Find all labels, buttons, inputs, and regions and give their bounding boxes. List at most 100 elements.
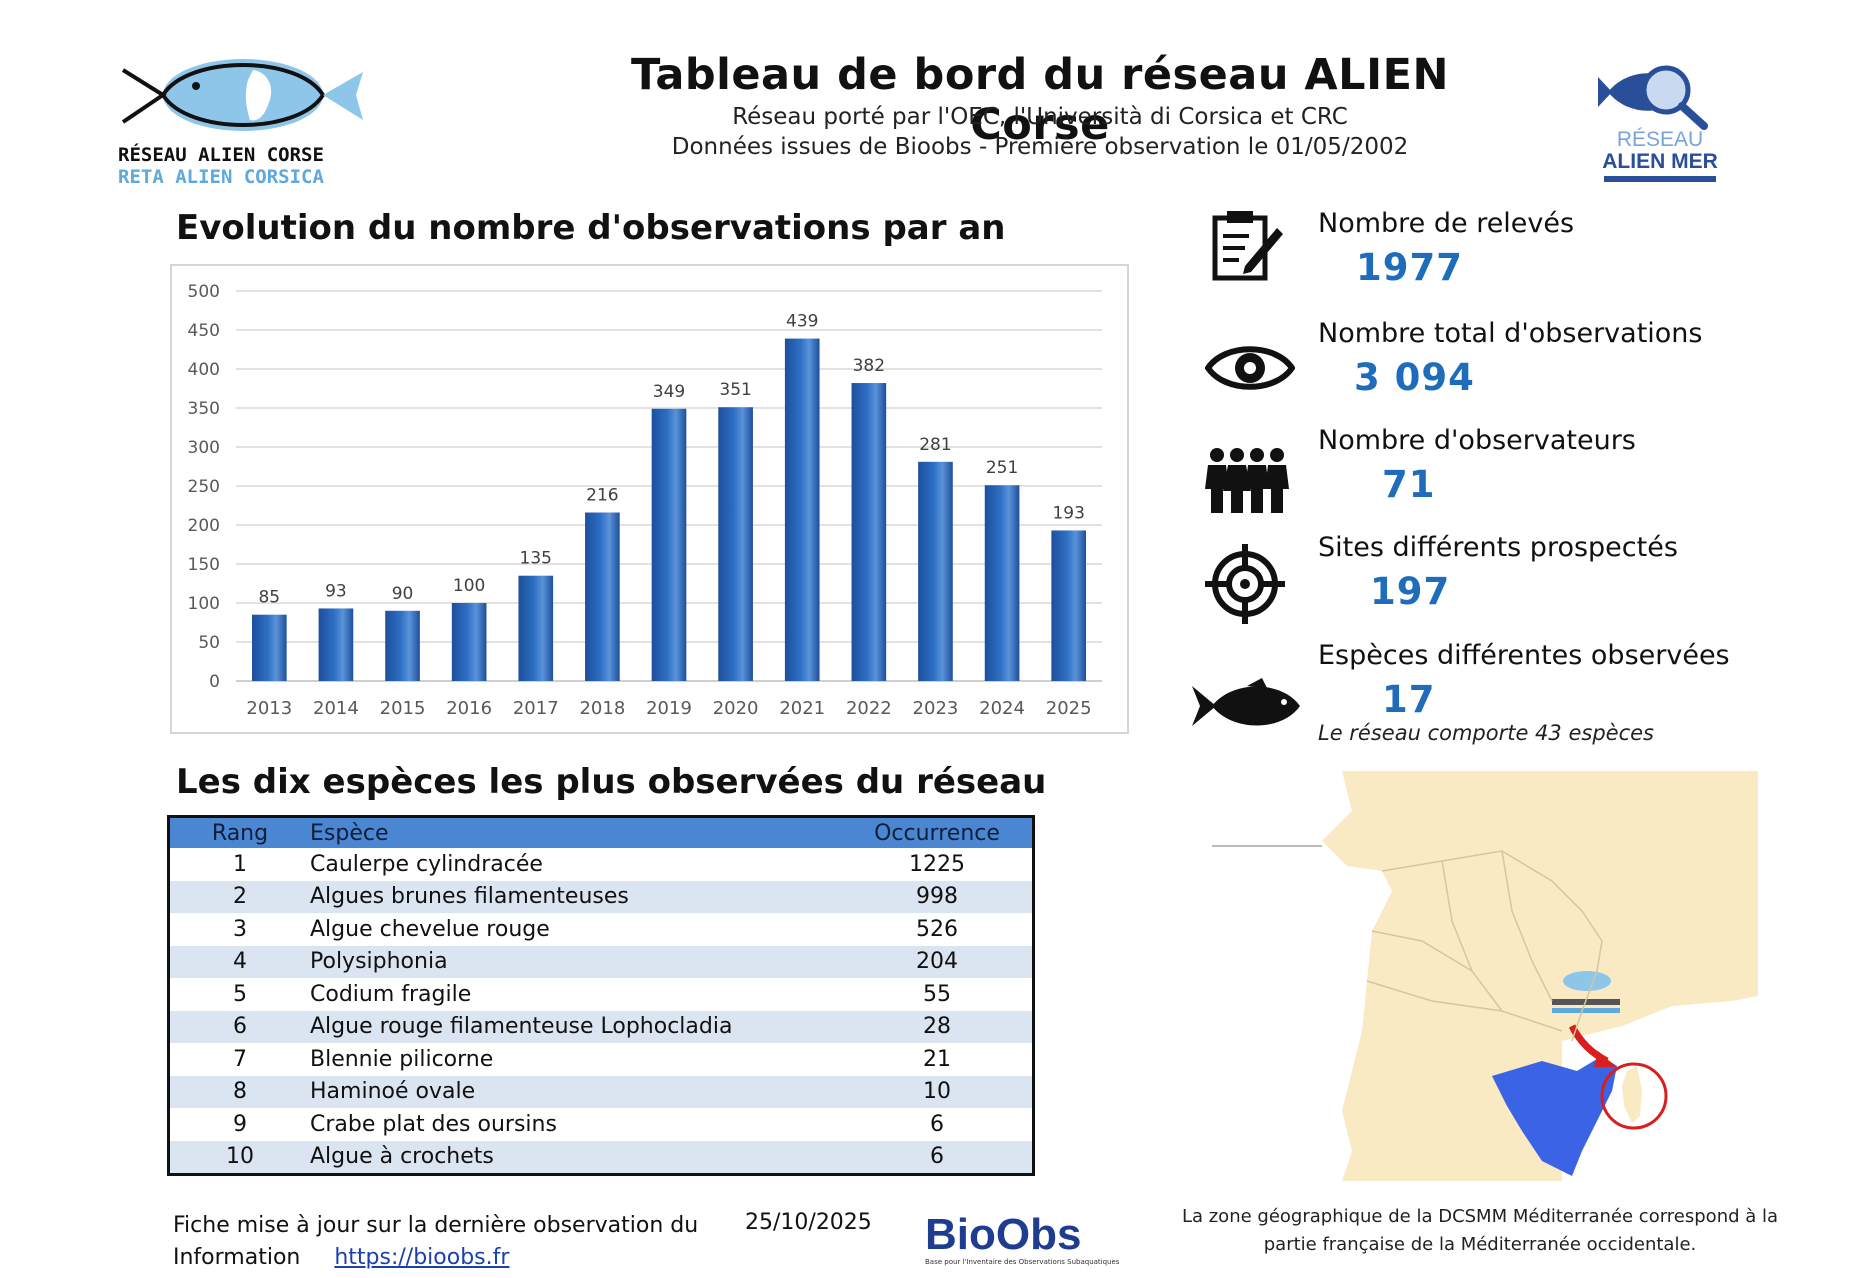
stat-value: 1977 bbox=[1356, 246, 1463, 289]
clipboard-icon bbox=[1205, 208, 1285, 292]
data-label-2014: 93 bbox=[325, 581, 347, 601]
x-tick-label-2015: 2015 bbox=[380, 698, 426, 719]
cell-espece: Crabe plat des oursins bbox=[310, 1111, 557, 1137]
header-espece: Espèce bbox=[310, 818, 842, 848]
corsica-island bbox=[1622, 1066, 1642, 1123]
magnifier-fish-icon bbox=[1598, 65, 1708, 130]
header-rang: Rang bbox=[170, 818, 310, 848]
dcsmm-map bbox=[1202, 771, 1758, 1181]
data-label-2015: 90 bbox=[392, 584, 414, 604]
logo-left-line-1: RÉSEAU ALIEN CORSE bbox=[118, 144, 324, 166]
reseau-alien-corse-logo: RÉSEAU ALIEN CORSE RETA ALIEN CORSICA bbox=[118, 50, 378, 190]
red-arrow-head bbox=[1594, 1051, 1616, 1067]
table-row: 5 Codium fragile 55 bbox=[170, 978, 1032, 1011]
stat-value: 17 bbox=[1382, 678, 1436, 721]
y-tick-label: 50 bbox=[198, 633, 220, 653]
cell-occurrence: 1225 bbox=[909, 851, 965, 877]
stat-label: Sites différents prospectés bbox=[1318, 532, 1678, 563]
target-icon bbox=[1205, 544, 1285, 628]
x-tick-label-2024: 2024 bbox=[979, 698, 1025, 719]
bar-2016 bbox=[451, 603, 487, 681]
mediterranean-sea bbox=[1562, 996, 1758, 1181]
footer-line-1: Fiche mise à jour sur la dernière observ… bbox=[173, 1213, 699, 1238]
table-section-title: Les dix espèces les plus observées du ré… bbox=[176, 762, 1047, 802]
fish-icon bbox=[1192, 678, 1302, 738]
cell-espece: Caulerpe cylindracée bbox=[310, 851, 543, 877]
corsica-highlight-circle bbox=[1600, 1062, 1668, 1130]
bar-2023 bbox=[918, 461, 953, 681]
bioobs-link[interactable]: https://bioobs.fr bbox=[334, 1245, 510, 1270]
stat-label: Nombre de relevés bbox=[1318, 208, 1575, 239]
map-svg bbox=[1202, 771, 1758, 1181]
atlantic-sea bbox=[1202, 771, 1392, 1181]
x-tick-label-2021: 2021 bbox=[779, 698, 825, 719]
cell-espece: Codium fragile bbox=[310, 981, 472, 1007]
bar-2020 bbox=[718, 407, 753, 681]
y-tick-label: 450 bbox=[188, 321, 220, 341]
header-subtitle-2: Données issues de Bioobs - Première obse… bbox=[671, 134, 1409, 160]
mini-logo-text-2 bbox=[1552, 1008, 1620, 1013]
x-tick-label-2016: 2016 bbox=[446, 698, 492, 719]
y-tick-label: 350 bbox=[188, 399, 220, 419]
footer-line-2: Information https://bioobs.fr bbox=[173, 1242, 698, 1274]
data-label-2013: 85 bbox=[258, 588, 280, 608]
x-tick-label-2025: 2025 bbox=[1046, 698, 1092, 719]
y-tick-label: 250 bbox=[188, 477, 220, 497]
cell-occurrence: 6 bbox=[842, 1140, 1032, 1173]
stat-label: Nombre d'observateurs bbox=[1318, 425, 1636, 456]
cell-rang: 7 bbox=[233, 1046, 247, 1072]
bioobs-logo-text: BioObs bbox=[925, 1210, 1082, 1259]
cell-occurrence: 998 bbox=[842, 880, 1032, 913]
mini-fish-logo bbox=[1563, 971, 1611, 991]
bar-2018 bbox=[585, 512, 620, 681]
cell-rang: 2 bbox=[170, 880, 310, 913]
cell-rang: 8 bbox=[170, 1075, 310, 1108]
data-label-2020: 351 bbox=[719, 380, 751, 400]
cell-occurrence: 28 bbox=[842, 1010, 1032, 1043]
logo-right-line-1: RÉSEAU bbox=[1616, 128, 1704, 151]
bar-2017 bbox=[518, 575, 554, 681]
cell-rang: 5 bbox=[233, 981, 247, 1007]
cell-espece: Blennie pilicorne bbox=[310, 1046, 494, 1072]
cell-espece: Polysiphonia bbox=[310, 945, 842, 978]
x-tick-label-2017: 2017 bbox=[513, 698, 559, 719]
y-tick-label: 400 bbox=[188, 360, 220, 380]
stat-label: Espèces différentes observées bbox=[1318, 640, 1730, 671]
data-label-2018: 216 bbox=[586, 486, 618, 506]
data-label-2016: 100 bbox=[453, 576, 485, 596]
page-title: Tableau de bord du réseau ALIEN Corse bbox=[631, 50, 1449, 150]
data-label-2024: 251 bbox=[986, 458, 1018, 478]
map-caption-line-1: La zone géographique de la DCSMM Méditer… bbox=[1181, 1206, 1779, 1227]
bar-2025 bbox=[1051, 530, 1087, 681]
stat-value: 3 094 bbox=[1354, 356, 1475, 399]
dcsmm-zone bbox=[1492, 1056, 1617, 1176]
cell-rang: 9 bbox=[233, 1111, 247, 1137]
cell-rang: 1 bbox=[233, 851, 247, 877]
region-borders bbox=[1366, 850, 1603, 1042]
cell-occurrence: 55 bbox=[923, 981, 951, 1007]
cell-occurrence: 526 bbox=[916, 916, 958, 942]
cell-espece: Algue rouge filamenteuse Lophocladia bbox=[310, 1010, 842, 1043]
cell-occurrence: 10 bbox=[842, 1075, 1032, 1108]
cell-espece: Algues brunes filamenteuses bbox=[310, 880, 842, 913]
table-row: 9 Crabe plat des oursins 6 bbox=[170, 1108, 1032, 1141]
cell-espece: Haminoé ovale bbox=[310, 1075, 842, 1108]
x-tick-label-2023: 2023 bbox=[913, 698, 959, 719]
species-table: Rang Espèce Occurrence 1 Caulerpe cylindr… bbox=[167, 815, 1035, 1176]
footer-text: Fiche mise à jour sur la dernière observ… bbox=[173, 1210, 698, 1274]
cell-rang: 4 bbox=[170, 945, 310, 978]
x-tick-label-2014: 2014 bbox=[313, 698, 359, 719]
x-tick-label-2020: 2020 bbox=[713, 698, 759, 719]
x-tick-label-2018: 2018 bbox=[579, 698, 625, 719]
stat-label: Nombre total d'observations bbox=[1318, 318, 1703, 349]
stat-value: 197 bbox=[1370, 570, 1451, 613]
observations-bar-chart: 0 50 100 150 200 250 300 350 400 450 500 85 2013 93 20… bbox=[170, 264, 1129, 734]
cell-espece: Algue chevelue rouge bbox=[310, 916, 550, 942]
fish-logo-icon bbox=[121, 59, 363, 131]
bar-2015 bbox=[385, 610, 420, 681]
table-header-row: Rang Espèce Occurrence bbox=[170, 818, 1032, 848]
eye-icon bbox=[1204, 338, 1296, 402]
table-row: 8 Haminoé ovale 10 bbox=[170, 1075, 1032, 1108]
bar-2013 bbox=[251, 614, 287, 681]
cell-occurrence: 21 bbox=[923, 1046, 951, 1072]
